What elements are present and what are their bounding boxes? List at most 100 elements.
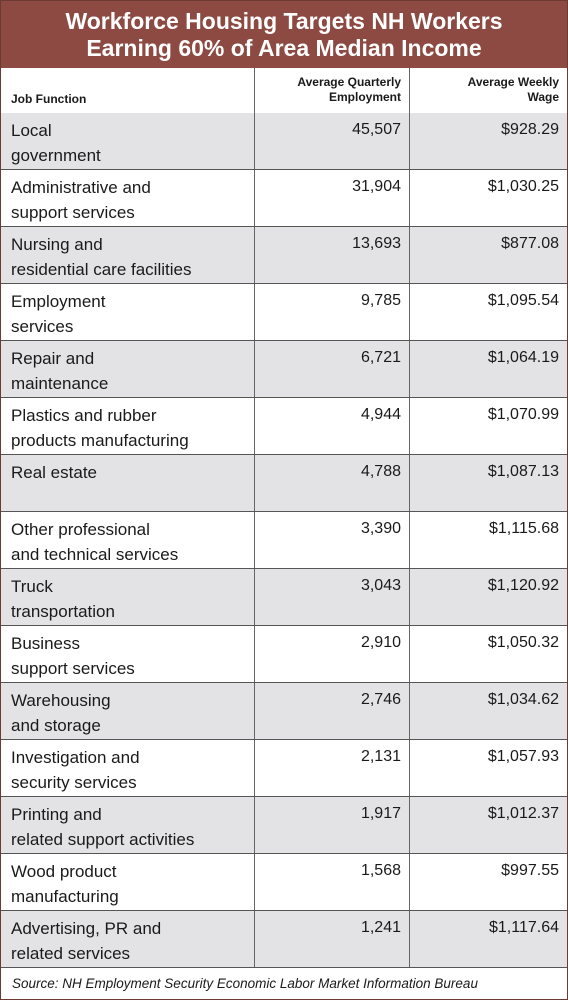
table-body: Local government 45,507 $928.29 Administrati… xyxy=(1,113,567,968)
job-function-line-1: Truck xyxy=(11,577,53,596)
employment-value: 2,131 xyxy=(360,748,401,765)
job-function-line-1: Printing and xyxy=(11,805,102,824)
wage-value: $1,057.93 xyxy=(487,748,559,765)
job-function-cell: Advertising, PR and related services xyxy=(1,911,254,967)
employment-cell: 1,241 xyxy=(254,911,409,967)
job-function-line-1: Investigation and xyxy=(11,748,140,767)
employment-value: 4,944 xyxy=(360,406,401,423)
table-row: Investigation and security services 2,131 $… xyxy=(1,740,567,797)
employment-value: 6,721 xyxy=(360,349,401,366)
employment-cell: 2,131 xyxy=(254,740,409,796)
job-function-line-2: manufacturing xyxy=(11,887,119,906)
job-function-cell: Printing and related support activities xyxy=(1,797,254,853)
job-function-cell: Real estate xyxy=(1,455,254,511)
wage-cell: $1,034.62 xyxy=(409,683,567,739)
wage-cell: $1,117.64 xyxy=(409,911,567,967)
job-function-text: Warehousing and storage xyxy=(11,688,251,738)
job-function-text: Business support services xyxy=(11,631,251,681)
job-function-line-2: transportation xyxy=(11,602,115,621)
header-wage-line-1: Average Weekly xyxy=(467,75,559,89)
job-function-line-1: Real estate xyxy=(11,463,97,482)
wage-cell: $1,064.19 xyxy=(409,341,567,397)
job-function-cell: Warehousing and storage xyxy=(1,683,254,739)
job-function-line-1: Business xyxy=(11,634,80,653)
wage-cell: $997.55 xyxy=(409,854,567,910)
wage-cell: $1,030.25 xyxy=(409,170,567,226)
job-function-line-2: support services xyxy=(11,659,135,678)
wage-cell: $928.29 xyxy=(409,113,567,169)
job-function-text: Real estate xyxy=(11,460,251,485)
wage-cell: $1,120.92 xyxy=(409,569,567,625)
table-row: Nursing and residential care facilities 13… xyxy=(1,227,567,284)
employment-cell: 3,043 xyxy=(254,569,409,625)
wage-value: $1,120.92 xyxy=(487,577,559,594)
job-function-text: Advertising, PR and related services xyxy=(11,916,251,966)
job-function-line-2: related support activities xyxy=(11,830,195,849)
table-header: Job Function Average Quarterly Employmen… xyxy=(1,68,567,114)
job-function-line-2: government xyxy=(11,146,101,165)
job-function-line-1: Employment xyxy=(11,292,106,311)
employment-cell: 3,390 xyxy=(254,512,409,568)
job-function-cell: Other professional and technical services xyxy=(1,512,254,568)
job-function-line-1: Local xyxy=(11,121,52,140)
employment-value: 3,043 xyxy=(360,577,401,594)
job-function-cell: Plastics and rubber products manufacturin… xyxy=(1,398,254,454)
job-function-line-2: and storage xyxy=(11,716,101,735)
employment-cell: 4,788 xyxy=(254,455,409,511)
wage-value: $1,087.13 xyxy=(487,463,559,480)
wage-value: $928.29 xyxy=(501,121,559,138)
wage-cell: $1,095.54 xyxy=(409,284,567,340)
employment-value: 1,568 xyxy=(360,862,401,879)
wage-cell: $1,115.68 xyxy=(409,512,567,568)
table-row: Business support services 2,910 $1,050.32 xyxy=(1,626,567,683)
job-function-line-2: related services xyxy=(11,944,131,963)
job-function-cell: Truck transportation xyxy=(1,569,254,625)
employment-cell: 45,507 xyxy=(254,113,409,169)
employment-value: 2,746 xyxy=(360,691,401,708)
job-function-text: Employment services xyxy=(11,289,251,339)
employment-cell: 2,746 xyxy=(254,683,409,739)
job-function-line-2: services xyxy=(11,317,74,336)
job-function-cell: Local government xyxy=(1,113,254,169)
employment-value: 9,785 xyxy=(360,292,401,309)
wage-value: $877.08 xyxy=(501,235,559,252)
employment-value: 4,788 xyxy=(360,463,401,480)
wage-value: $1,070.99 xyxy=(487,406,559,423)
table-row: Repair and maintenance 6,721 $1,064.19 xyxy=(1,341,567,398)
job-function-line-2: maintenance xyxy=(11,374,109,393)
wage-value: $1,095.54 xyxy=(487,292,559,309)
job-function-cell: Wood product manufacturing xyxy=(1,854,254,910)
wage-value: $1,034.62 xyxy=(487,691,559,708)
employment-cell: 9,785 xyxy=(254,284,409,340)
job-function-line-1: Nursing and xyxy=(11,235,103,254)
table-row: Administrative and support services 31,904… xyxy=(1,170,567,227)
job-function-text: Truck transportation xyxy=(11,574,251,624)
job-function-line-1: Advertising, PR and xyxy=(11,919,162,938)
job-function-line-2: security services xyxy=(11,773,137,792)
job-function-text: Other professional and technical services xyxy=(11,517,251,567)
employment-cell: 31,904 xyxy=(254,170,409,226)
wage-value: $1,117.64 xyxy=(489,919,559,936)
job-function-cell: Investigation and security services xyxy=(1,740,254,796)
table-row: Printing and related support activities 1,… xyxy=(1,797,567,854)
job-function-text: Local government xyxy=(11,118,251,168)
header-job-function-label: Job Function xyxy=(11,92,87,106)
wage-cell: $1,050.32 xyxy=(409,626,567,682)
employment-cell: 1,917 xyxy=(254,797,409,853)
table-row: Real estate 4,788 $1,087.13 xyxy=(1,455,567,512)
header-job-function: Job Function xyxy=(1,68,254,113)
table-row: Wood product manufacturing 1,568 $997.55 xyxy=(1,854,567,911)
table-row: Warehousing and storage 2,746 $1,034.62 xyxy=(1,683,567,740)
job-function-line-2: and technical services xyxy=(11,545,179,564)
job-function-line-1: Plastics and rubber xyxy=(11,406,157,425)
table-row: Local government 45,507 $928.29 xyxy=(1,113,567,170)
employment-cell: 13,693 xyxy=(254,227,409,283)
employment-value: 3,390 xyxy=(360,520,401,537)
wage-cell: $1,057.93 xyxy=(409,740,567,796)
employment-value: 1,241 xyxy=(360,919,401,936)
wage-value: $1,115.68 xyxy=(489,520,559,537)
wage-cell: $1,087.13 xyxy=(409,455,567,511)
wage-value: $1,050.32 xyxy=(487,634,559,651)
job-function-cell: Business support services xyxy=(1,626,254,682)
wage-value: $1,012.37 xyxy=(487,805,559,822)
